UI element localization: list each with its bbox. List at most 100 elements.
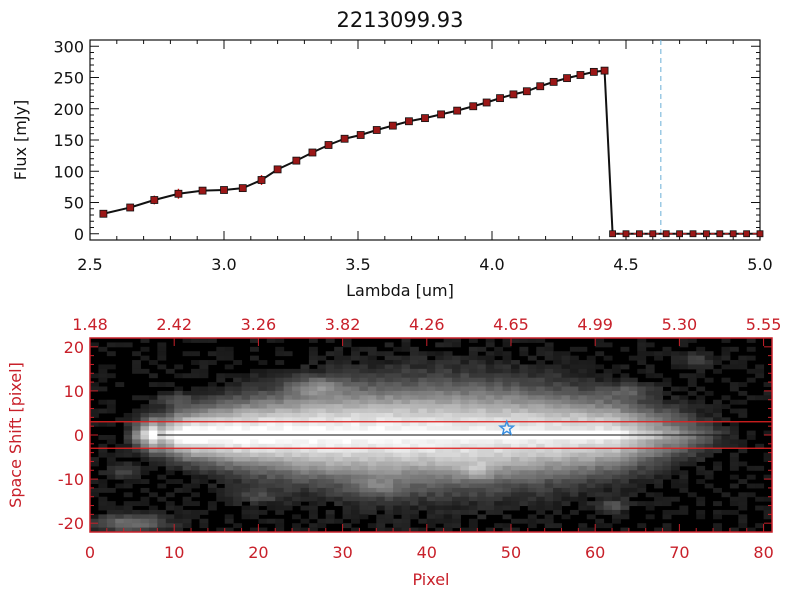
image-cell bbox=[409, 368, 419, 374]
image-cell bbox=[485, 351, 495, 357]
image-cell bbox=[275, 457, 285, 462]
top-axis-label: 4.26 bbox=[409, 315, 445, 334]
image-cell bbox=[174, 514, 184, 520]
image-cell bbox=[443, 483, 453, 489]
image-cell bbox=[157, 346, 167, 352]
image-cell bbox=[376, 518, 386, 524]
image-cell bbox=[367, 426, 377, 432]
image-cell bbox=[325, 457, 335, 462]
image-cell bbox=[729, 430, 739, 436]
image-cell bbox=[325, 360, 335, 365]
image-cell bbox=[553, 373, 563, 379]
image-cell bbox=[300, 457, 310, 462]
image-cell bbox=[586, 360, 596, 365]
image-cell bbox=[612, 377, 621, 383]
image-cell bbox=[713, 360, 722, 365]
image-cell bbox=[393, 382, 403, 387]
image-cell bbox=[174, 412, 184, 418]
image-cell bbox=[317, 426, 327, 432]
image-cell bbox=[191, 408, 200, 414]
image-cell bbox=[763, 395, 773, 401]
image-cell bbox=[359, 421, 369, 427]
image-cell bbox=[207, 430, 217, 436]
image-cell bbox=[637, 421, 647, 427]
image-cell bbox=[502, 483, 512, 489]
image-cell bbox=[645, 474, 655, 480]
image-cell bbox=[544, 487, 554, 493]
image-cell bbox=[106, 461, 116, 467]
image-cell bbox=[670, 399, 680, 405]
image-cell bbox=[351, 355, 360, 361]
image-cell bbox=[393, 527, 403, 533]
image-cell bbox=[266, 487, 276, 493]
image-cell bbox=[485, 509, 495, 515]
image-cell bbox=[275, 501, 285, 507]
image-cell bbox=[140, 479, 150, 484]
image-cell bbox=[233, 474, 243, 480]
image-cell bbox=[376, 474, 386, 480]
image-cell bbox=[342, 470, 352, 476]
image-cell bbox=[620, 443, 630, 449]
image-cell bbox=[300, 377, 310, 383]
image-cell bbox=[334, 408, 344, 414]
image-cell bbox=[224, 408, 234, 414]
image-cell bbox=[637, 426, 647, 432]
image-cell bbox=[140, 421, 150, 427]
image-cell bbox=[595, 430, 605, 436]
image-cell bbox=[292, 496, 301, 502]
image-cell bbox=[174, 373, 184, 379]
image-cell bbox=[755, 496, 765, 502]
image-cell bbox=[527, 448, 537, 454]
image-cell bbox=[418, 368, 428, 374]
image-cell bbox=[351, 439, 360, 445]
image-cell bbox=[207, 483, 217, 489]
image-cell bbox=[561, 360, 571, 365]
image-cell bbox=[409, 373, 419, 379]
image-cell bbox=[317, 461, 327, 467]
image-cell bbox=[393, 518, 403, 524]
image-cell bbox=[334, 417, 344, 423]
image-cell bbox=[510, 382, 520, 387]
image-cell bbox=[502, 443, 512, 449]
image-cell bbox=[578, 364, 588, 370]
image-cell bbox=[687, 399, 697, 405]
image-cell bbox=[418, 487, 428, 493]
image-cell bbox=[376, 470, 386, 476]
image-cell bbox=[494, 496, 504, 502]
image-cell bbox=[569, 373, 579, 379]
image-cell bbox=[342, 479, 352, 484]
image-cell bbox=[704, 470, 714, 476]
image-cell bbox=[443, 430, 453, 436]
image-cell bbox=[409, 364, 419, 370]
image-cell bbox=[199, 386, 209, 392]
image-cell bbox=[468, 492, 478, 498]
image-cell bbox=[376, 435, 386, 440]
image-cell bbox=[308, 351, 318, 357]
x-tick-label: 5.0 bbox=[747, 255, 772, 274]
image-cell bbox=[249, 412, 259, 418]
image-cell bbox=[191, 439, 200, 445]
image-cell bbox=[275, 368, 285, 374]
image-cell bbox=[738, 382, 748, 387]
data-point bbox=[729, 230, 737, 238]
image-cell bbox=[527, 399, 537, 405]
image-cell bbox=[376, 505, 386, 511]
image-cell bbox=[502, 355, 512, 361]
image-cell bbox=[292, 501, 301, 507]
image-cell bbox=[367, 487, 377, 493]
image-cell bbox=[527, 364, 537, 370]
image-cell bbox=[595, 417, 605, 423]
image-cell bbox=[519, 338, 529, 343]
image-cell bbox=[426, 368, 436, 374]
image-cell bbox=[679, 457, 689, 462]
image-cell bbox=[376, 523, 386, 529]
image-cell bbox=[266, 457, 276, 462]
image-cell bbox=[207, 501, 217, 507]
image-cell bbox=[662, 465, 672, 471]
image-cell bbox=[359, 452, 369, 458]
image-cell bbox=[426, 509, 436, 515]
image-cell bbox=[569, 412, 579, 418]
image-cell bbox=[654, 399, 664, 405]
image-cell bbox=[620, 386, 630, 392]
image-cell bbox=[98, 479, 108, 484]
